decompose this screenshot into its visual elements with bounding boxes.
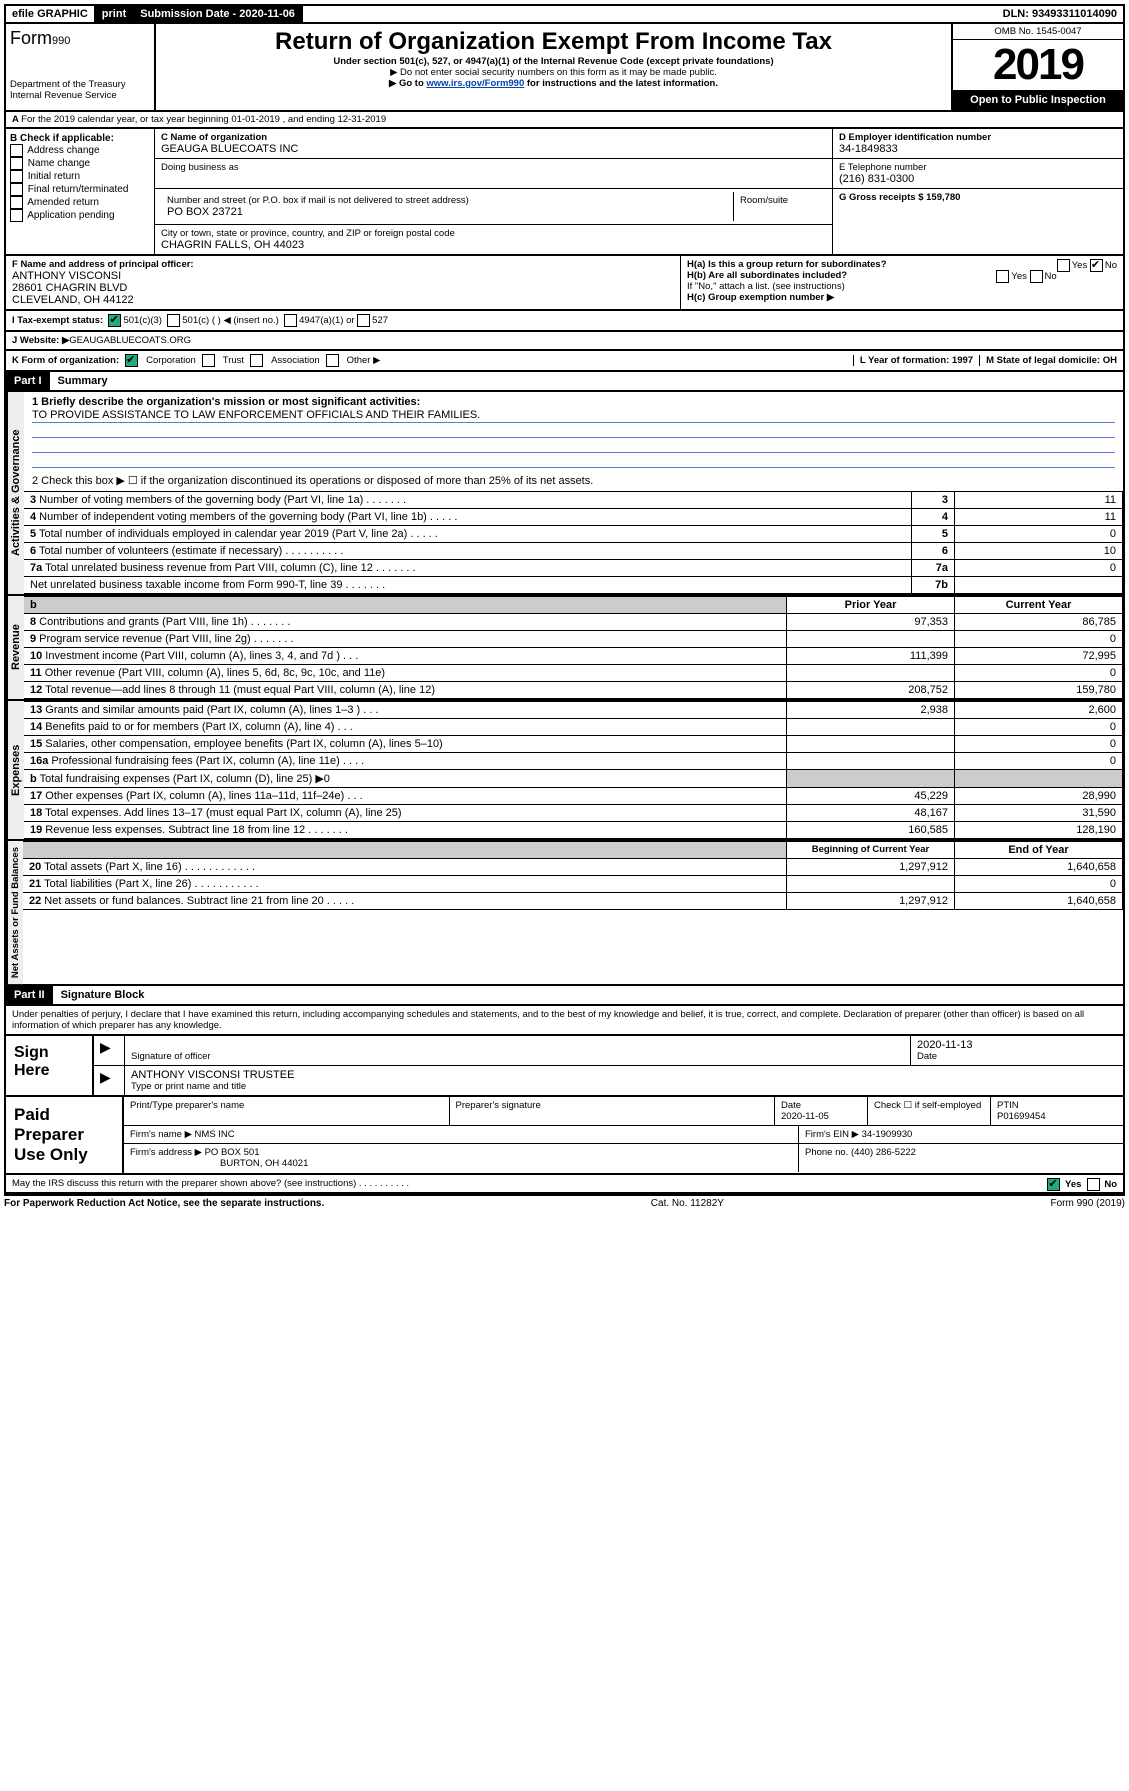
subtitle-3: ▶ Go to www.irs.gov/Form990 for instruct… <box>160 78 947 89</box>
form-header: Form990 Department of the Treasury Inter… <box>4 24 1125 112</box>
table-row: 7a Total unrelated business revenue from… <box>24 560 1123 577</box>
table-row: 17 Other expenses (Part IX, column (A), … <box>24 788 1123 805</box>
dept-treasury: Department of the Treasury Internal Reve… <box>10 79 150 101</box>
table-row: 18 Total expenses. Add lines 13–17 (must… <box>24 805 1123 822</box>
table-row: 6 Total number of volunteers (estimate i… <box>24 543 1123 560</box>
page-footer: For Paperwork Reduction Act Notice, see … <box>4 1194 1125 1209</box>
netassets-section: Net Assets or Fund Balances Beginning of… <box>4 841 1125 986</box>
form-label: Form <box>10 28 52 48</box>
table-row: 5 Total number of individuals employed i… <box>24 526 1123 543</box>
website-value: GEAUGABLUECOATS.ORG <box>69 335 191 346</box>
expenses-label: Expenses <box>6 701 24 839</box>
table-row: Net unrelated business taxable income fr… <box>24 577 1123 594</box>
perjury-text: Under penalties of perjury, I declare th… <box>4 1006 1125 1036</box>
klm-row: K Form of organization: Corporation Trus… <box>4 351 1125 372</box>
discuss-row: May the IRS discuss this return with the… <box>4 1175 1125 1194</box>
box-c: C Name of organization GEAUGA BLUECOATS … <box>155 129 833 254</box>
expenses-table: 13 Grants and similar amounts paid (Part… <box>24 701 1123 839</box>
table-row: 3 Number of voting members of the govern… <box>24 492 1123 509</box>
irs-link[interactable]: www.irs.gov/Form990 <box>426 78 524 89</box>
table-row: 10 Investment income (Part VIII, column … <box>24 648 1123 665</box>
submission-date: Submission Date - 2020-11-06 <box>134 6 303 22</box>
form-number: 990 <box>52 35 70 47</box>
box-defg: D Employer identification number 34-1849… <box>833 129 1123 254</box>
governance-section: Activities & Governance 1 Briefly descri… <box>4 392 1125 596</box>
website-row: J Website: ▶ GEAUGABLUECOATS.ORG <box>4 332 1125 351</box>
box-b: B Check if applicable: Address change Na… <box>6 129 155 254</box>
paid-preparer: Paid Preparer Use Only Print/Type prepar… <box>4 1097 1125 1175</box>
table-row: 15 Salaries, other compensation, employe… <box>24 736 1123 753</box>
expenses-section: Expenses 13 Grants and similar amounts p… <box>4 701 1125 841</box>
part-2-header: Part II Signature Block <box>4 986 1125 1006</box>
table-row: 16a Professional fundraising fees (Part … <box>24 753 1123 770</box>
part-1-header: Part I Summary <box>4 372 1125 392</box>
table-row: 19 Revenue less expenses. Subtract line … <box>24 822 1123 839</box>
h-a: H(a) Is this a group return for subordin… <box>687 259 1117 270</box>
info-grid: B Check if applicable: Address change Na… <box>4 129 1125 256</box>
open-public: Open to Public Inspection <box>953 90 1123 110</box>
table-row: 14 Benefits paid to or for members (Part… <box>24 719 1123 736</box>
omb-number: OMB No. 1545-0047 <box>953 24 1123 40</box>
table-row: 11 Other revenue (Part VIII, column (A),… <box>24 665 1123 682</box>
table-row: 9 Program service revenue (Part VIII, li… <box>24 631 1123 648</box>
tax-year: 2019 <box>953 40 1123 90</box>
table-row: b Total fundraising expenses (Part IX, c… <box>24 770 1123 788</box>
governance-table: 3 Number of voting members of the govern… <box>24 491 1123 594</box>
table-row: 22 Net assets or fund balances. Subtract… <box>23 893 1123 910</box>
efile-label: efile GRAPHIC <box>6 6 96 22</box>
h-b: H(b) Are all subordinates included? Yes … <box>687 270 1117 281</box>
return-title: Return of Organization Exempt From Incom… <box>160 28 947 56</box>
netassets-table: Beginning of Current Year End of Year 20… <box>23 841 1123 910</box>
table-row: 20 Total assets (Part X, line 16) . . . … <box>23 859 1123 876</box>
netassets-label: Net Assets or Fund Balances <box>6 841 23 984</box>
top-bar: efile GRAPHIC print Submission Date - 20… <box>4 4 1125 24</box>
section-a: A For the 2019 calendar year, or tax yea… <box>4 112 1125 129</box>
table-row: 12 Total revenue—add lines 8 through 11 … <box>24 682 1123 699</box>
table-row: 4 Number of independent voting members o… <box>24 509 1123 526</box>
print-button[interactable]: print <box>96 6 134 22</box>
table-row: 8 Contributions and grants (Part VIII, l… <box>24 614 1123 631</box>
gross-receipts: G Gross receipts $ 159,780 <box>833 189 1123 206</box>
tax-exempt-row: I Tax-exempt status: 501(c)(3) 501(c) ( … <box>4 311 1125 332</box>
revenue-label: Revenue <box>6 596 24 699</box>
subtitle-2: ▶ Do not enter social security numbers o… <box>160 67 947 78</box>
table-row: 21 Total liabilities (Part X, line 26) .… <box>23 876 1123 893</box>
governance-label: Activities & Governance <box>6 392 24 594</box>
table-row: 13 Grants and similar amounts paid (Part… <box>24 702 1123 719</box>
fh-row: F Name and address of principal officer:… <box>4 256 1125 311</box>
revenue-section: Revenue b Prior Year Current Year 8 Cont… <box>4 596 1125 701</box>
revenue-table: b Prior Year Current Year 8 Contribution… <box>24 596 1123 699</box>
dln-label: DLN: 93493311014090 <box>997 6 1123 22</box>
sign-here: Sign Here ▶ Signature of officer 2020-11… <box>4 1036 1125 1097</box>
subtitle-1: Under section 501(c), 527, or 4947(a)(1)… <box>160 56 947 67</box>
